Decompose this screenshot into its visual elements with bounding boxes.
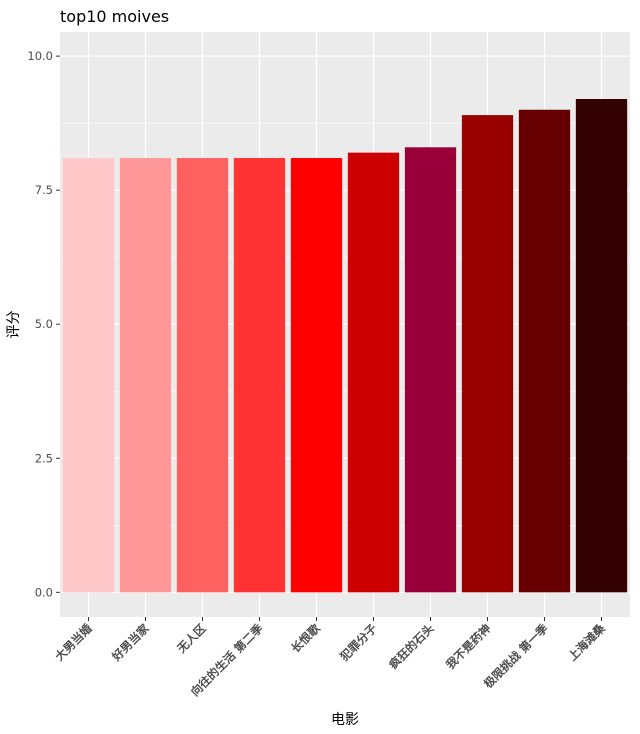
bars [62, 99, 628, 593]
x-tick-label: 上海滩桑 [565, 621, 608, 664]
x-tick-label: 大男当婚 [52, 621, 95, 664]
y-tick-label: 2.5 [35, 451, 53, 465]
y-tick-label: 7.5 [35, 183, 53, 197]
x-axis-title: 电影 [331, 712, 359, 728]
bar [347, 152, 400, 593]
bar [518, 109, 571, 593]
y-tick-label: 0.0 [35, 585, 53, 599]
y-tick-label: 5.0 [35, 317, 53, 331]
bar [404, 147, 457, 593]
y-axis: 0.0 2.5 5.0 7.5 10.0 [27, 49, 60, 599]
bar [176, 158, 229, 593]
x-tick-label: 犯罪分子 [336, 621, 379, 664]
x-tick-label: 无人区 [174, 621, 209, 656]
y-axis-title: 评分 [6, 311, 22, 339]
bar [461, 115, 514, 593]
bar [62, 158, 115, 593]
x-tick-label: 疯狂的石头 [386, 621, 437, 672]
chart-title: top10 moives [60, 7, 169, 26]
bar [290, 158, 343, 593]
x-tick-label: 长恨歌 [288, 621, 323, 656]
x-tick-label: 我不是药神 [443, 621, 494, 672]
bar [233, 158, 286, 593]
x-tick-label: 好男当家 [108, 621, 151, 664]
bar [575, 99, 628, 593]
bar [119, 158, 172, 593]
y-tick-label: 10.0 [27, 49, 53, 63]
